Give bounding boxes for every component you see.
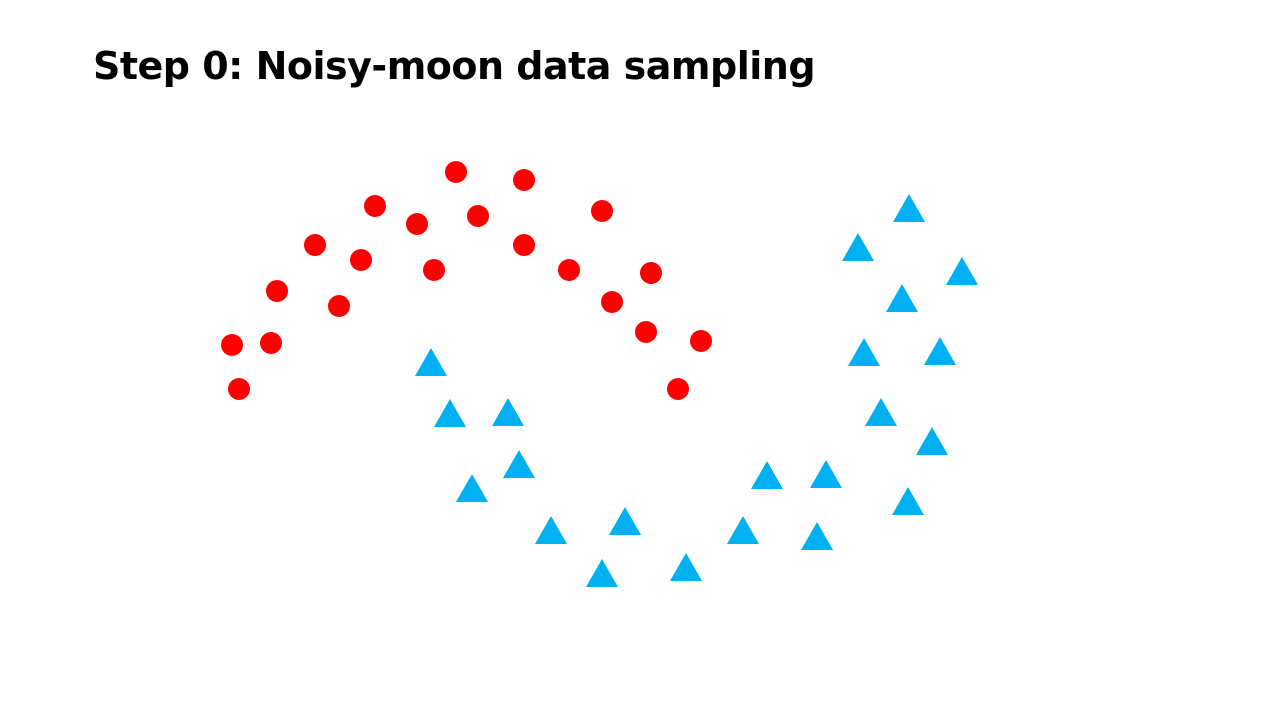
data-point-triangle	[946, 257, 978, 285]
data-point-circle	[221, 334, 243, 356]
data-point-circle	[591, 200, 613, 222]
data-point-circle	[513, 169, 535, 191]
class-a-points	[221, 161, 712, 400]
data-point-circle	[228, 378, 250, 400]
data-point-triangle	[842, 233, 874, 261]
data-point-triangle	[924, 337, 956, 365]
data-point-circle	[467, 205, 489, 227]
data-point-circle	[635, 321, 657, 343]
slide-title: Step 0: Noisy-moon data sampling	[93, 44, 816, 88]
data-point-triangle	[670, 553, 702, 581]
data-point-triangle	[456, 474, 488, 502]
data-point-circle	[406, 213, 428, 235]
data-point-circle	[513, 234, 535, 256]
data-point-triangle	[727, 516, 759, 544]
data-point-triangle	[434, 399, 466, 427]
data-point-triangle	[848, 338, 880, 366]
data-point-circle	[640, 262, 662, 284]
data-point-circle	[266, 280, 288, 302]
data-point-triangle	[609, 507, 641, 535]
data-point-triangle	[886, 284, 918, 312]
data-point-circle	[423, 259, 445, 281]
data-point-circle	[558, 259, 580, 281]
data-point-circle	[260, 332, 282, 354]
data-point-triangle	[535, 516, 567, 544]
data-point-circle	[304, 234, 326, 256]
data-point-triangle	[810, 460, 842, 488]
data-point-circle	[667, 378, 689, 400]
data-point-circle	[690, 330, 712, 352]
data-point-triangle	[415, 348, 447, 376]
data-point-circle	[601, 291, 623, 313]
data-point-triangle	[865, 398, 897, 426]
data-point-triangle	[892, 487, 924, 515]
data-point-circle	[364, 195, 386, 217]
data-point-triangle	[503, 450, 535, 478]
data-point-circle	[445, 161, 467, 183]
data-point-circle	[350, 249, 372, 271]
data-point-triangle	[586, 559, 618, 587]
data-point-triangle	[751, 461, 783, 489]
data-point-triangle	[916, 427, 948, 455]
data-point-circle	[328, 295, 350, 317]
class-b-points	[415, 194, 978, 587]
data-point-triangle	[492, 398, 524, 426]
data-point-triangle	[801, 522, 833, 550]
data-point-triangle	[893, 194, 925, 222]
